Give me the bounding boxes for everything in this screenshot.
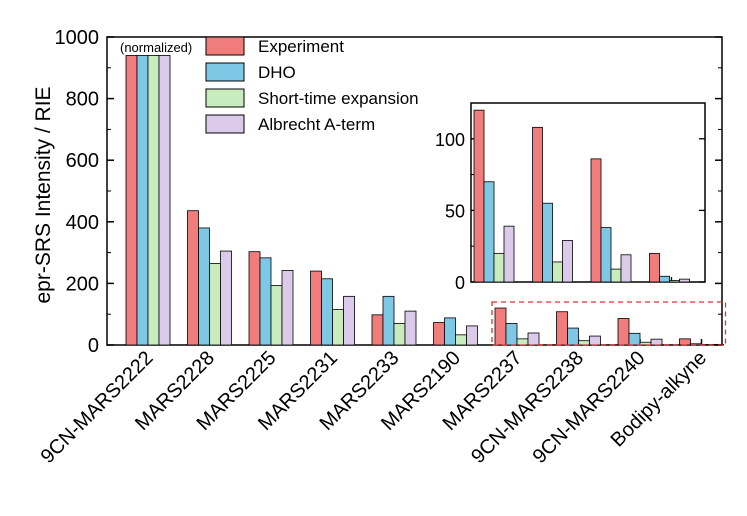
legend-label: DHO (258, 63, 296, 82)
inset-bar (600, 227, 612, 283)
bar (404, 310, 417, 346)
bar (220, 250, 232, 346)
x-tick-label: 9CN-MARS2222 (37, 347, 158, 468)
bar (393, 323, 406, 346)
bar (466, 325, 478, 346)
bar (516, 338, 529, 346)
bar (505, 323, 518, 346)
y-tick-label: 400 (66, 212, 99, 234)
bar (617, 318, 630, 346)
highlight-box (491, 301, 727, 346)
inset-bar (649, 252, 660, 283)
normalized-annotation: (normalized) (120, 40, 192, 55)
legend-swatch (205, 114, 245, 134)
bar (527, 332, 540, 346)
inset-bar (620, 254, 632, 283)
inset-bar (493, 252, 505, 283)
inset-y-tick-label: 0 (455, 273, 465, 293)
bar (147, 55, 160, 346)
inset-bar (542, 202, 553, 283)
inset-bar (473, 109, 485, 283)
bar (198, 227, 210, 346)
bar (259, 257, 272, 346)
inset-bar (610, 268, 622, 283)
bar (371, 314, 384, 346)
bar (343, 295, 355, 346)
legend-swatch (205, 88, 245, 108)
bar (321, 278, 333, 346)
bar (494, 307, 507, 346)
bar (650, 338, 663, 346)
bar (589, 335, 601, 346)
bar (567, 327, 579, 346)
legend-swatch (205, 36, 245, 56)
x-tick-label: 9CN-MARS2238 (467, 347, 588, 468)
inset-plot: 0 50 100 (435, 102, 706, 293)
y-tick-label: 1000 (55, 27, 100, 49)
bar (125, 55, 138, 346)
inset-y-tick-label: 100 (435, 130, 465, 150)
bar (455, 334, 467, 346)
bar (136, 55, 149, 346)
inset-bar (552, 261, 563, 283)
legend-swatch (205, 62, 245, 82)
bar (209, 262, 221, 346)
bar (281, 270, 294, 346)
legend-label: Experiment (258, 37, 344, 56)
inset-bar (590, 158, 602, 283)
bar (248, 251, 261, 346)
y-axis-label: epr-SRS Intensity / RIE (32, 86, 55, 303)
inset-bar (503, 225, 515, 283)
inset-bar (532, 126, 543, 283)
inset-y-tick-label: 50 (445, 201, 465, 221)
inset-bar (669, 280, 680, 283)
bar (310, 270, 322, 346)
y-tick-label: 200 (66, 273, 99, 295)
bar (382, 295, 395, 346)
bar (332, 309, 344, 346)
y-tick-label: 600 (66, 150, 99, 172)
bar (628, 332, 641, 346)
bar (270, 285, 283, 346)
y-tick-label: 800 (66, 89, 99, 111)
legend-label: Albrecht A-term (258, 115, 375, 134)
inset-bar (679, 278, 690, 283)
y-tick-label: 0 (88, 335, 99, 357)
bar (158, 55, 171, 346)
x-tick-label: 9CN-MARS2240 (529, 347, 650, 468)
bar (679, 338, 691, 346)
inset-bar (483, 181, 495, 283)
inset-bar (562, 240, 573, 283)
legend: Experiment DHO Short-time expansion Albrech… (205, 36, 419, 134)
bar (433, 322, 445, 346)
bar (444, 317, 456, 346)
inset-bar (659, 275, 670, 283)
bar (556, 311, 568, 346)
legend-label: Short-time expansion (258, 89, 419, 108)
bar (187, 210, 199, 346)
